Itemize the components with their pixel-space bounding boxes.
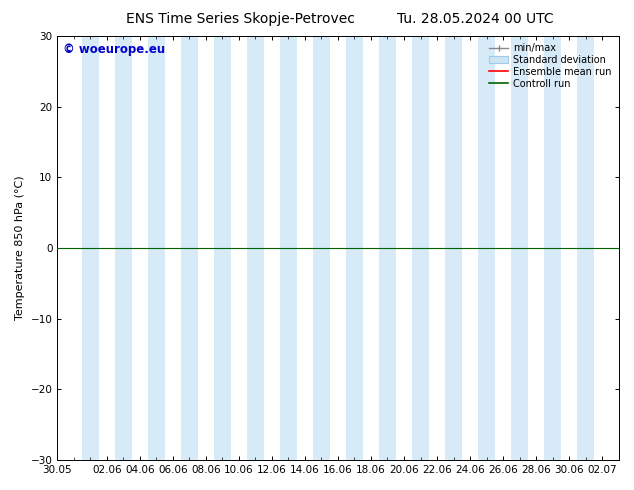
Bar [181, 36, 198, 460]
Bar [346, 36, 363, 460]
Bar [412, 36, 429, 460]
Bar [82, 36, 98, 460]
Bar [280, 36, 297, 460]
Y-axis label: Temperature 850 hPa (°C): Temperature 850 hPa (°C) [15, 176, 25, 320]
Bar [313, 36, 330, 460]
Bar [578, 36, 594, 460]
Bar [512, 36, 528, 460]
Bar [214, 36, 231, 460]
Text: ENS Time Series Skopje-Petrovec: ENS Time Series Skopje-Petrovec [126, 12, 356, 26]
Bar [115, 36, 132, 460]
Text: Tu. 28.05.2024 00 UTC: Tu. 28.05.2024 00 UTC [397, 12, 554, 26]
Bar [445, 36, 462, 460]
Legend: min/max, Standard deviation, Ensemble mean run, Controll run: min/max, Standard deviation, Ensemble me… [487, 41, 614, 91]
Bar [148, 36, 165, 460]
Bar [379, 36, 396, 460]
Bar [478, 36, 495, 460]
Bar [545, 36, 561, 460]
Text: © woeurope.eu: © woeurope.eu [63, 43, 165, 55]
Bar [247, 36, 264, 460]
